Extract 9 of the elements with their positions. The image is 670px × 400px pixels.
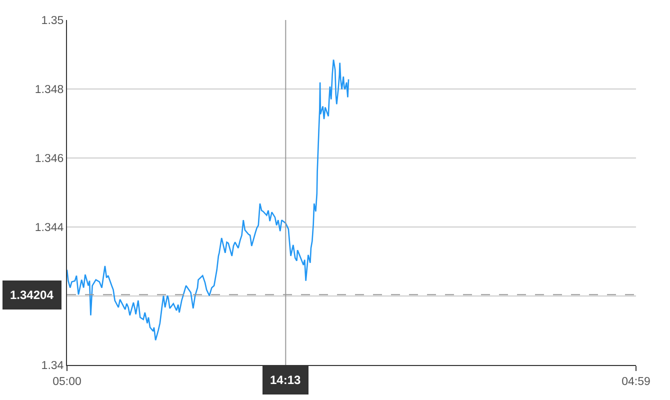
x-tick-label: 05:00 — [52, 376, 82, 388]
y-tick-label: 1.346 — [34, 153, 64, 166]
ref-line-label: 14:13 — [270, 373, 302, 387]
y-tick-label: 1.344 — [34, 222, 64, 234]
y-tick-label: 1.34 — [41, 360, 64, 372]
ref-line-label: 1.34204 — [10, 288, 54, 302]
y-tick-label: 1.348 — [34, 84, 64, 96]
x-tick-label: 04:59 — [622, 376, 650, 388]
y-tick-label: 1.35 — [41, 15, 64, 28]
